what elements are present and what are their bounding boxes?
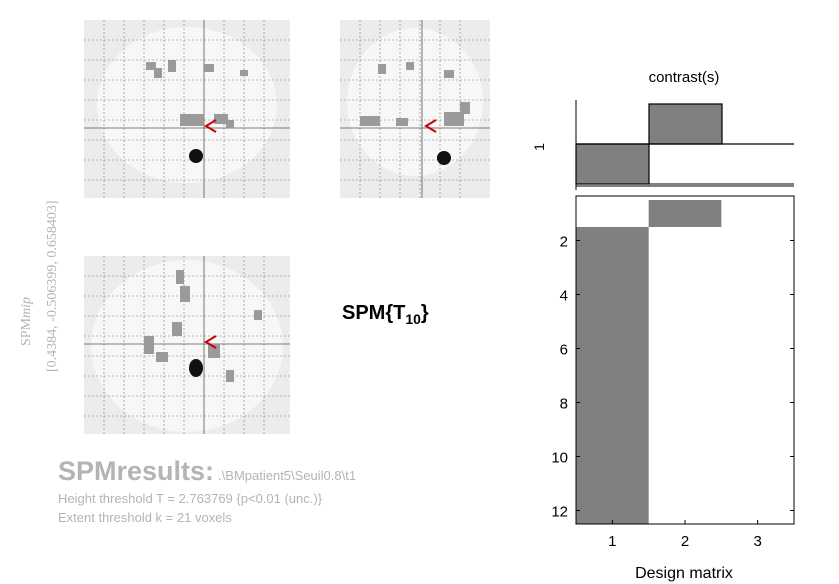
contrast-chart: contrast(s) 1 — [532, 69, 794, 190]
design-regressor-col-2 — [648, 200, 722, 227]
design-ytick-label: 6 — [560, 342, 568, 359]
results-header: SPMresults: .\BMpatient5\Seuil0.8\t1 — [58, 456, 356, 487]
statistic-title-main: SPM{T — [342, 302, 406, 324]
statistic-title-df: 10 — [405, 311, 421, 327]
design-ytick-label: 4 — [560, 288, 568, 305]
results-summary: SPMresults: .\BMpatient5\Seuil0.8\t1 Heig… — [58, 456, 356, 525]
design-regressor-col-1 — [576, 227, 649, 524]
height-threshold: Height threshold T = 2.763769 {p<0.01 (u… — [58, 491, 323, 506]
spm-mip-coordinates-label: SPMmip [0.4384, -0.506399, 0.658403] — [19, 201, 60, 373]
design-matrix-xlabel: Design matrix — [635, 565, 733, 582]
results-title: SPMresults: — [58, 456, 215, 486]
design-ytick-label: 2 — [560, 234, 568, 251]
statistic-title: SPM{T10} — [342, 302, 429, 327]
contrast-bar-1 — [575, 143, 650, 185]
spm-label-suffix: mip — [19, 297, 34, 318]
svg-text:SPMmip: SPMmip — [19, 297, 34, 346]
mip-sagittal-view — [84, 20, 290, 198]
mip-coronal-view — [340, 20, 490, 198]
contrast-bar-2 — [648, 103, 723, 145]
design-xtick-label: 1 — [608, 533, 616, 550]
design-xtick-label: 3 — [753, 533, 761, 550]
design-ytick-label: 8 — [560, 396, 568, 413]
results-path: .\BMpatient5\Seuil0.8\t1 — [218, 468, 357, 483]
mip-axial-view — [84, 256, 290, 434]
contrast-chart-title: contrast(s) — [649, 69, 720, 86]
design-xtick-label: 2 — [681, 533, 689, 550]
statistic-title-close: } — [420, 302, 429, 324]
extent-threshold: Extent threshold k = 21 voxels — [58, 510, 232, 525]
mip-coordinates: [0.4384, -0.506399, 0.658403] — [45, 201, 60, 373]
design-ytick-label: 12 — [551, 504, 568, 521]
spm-label-prefix: SPM — [19, 317, 34, 346]
contrast-y-label: 1 — [532, 143, 547, 151]
design-ytick-label: 10 — [551, 450, 568, 467]
